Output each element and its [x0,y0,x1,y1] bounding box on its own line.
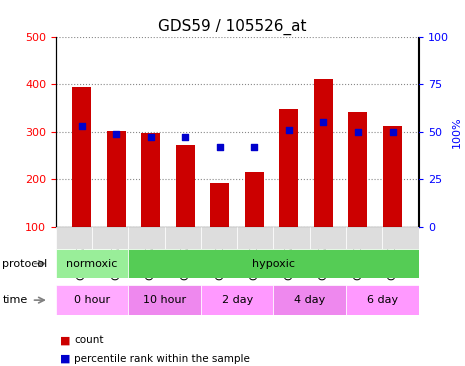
Point [147,135,154,141]
Bar [72,86,91,227]
FancyBboxPatch shape [128,249,418,278]
FancyBboxPatch shape [273,227,310,249]
Point [389,129,396,135]
FancyBboxPatch shape [346,227,382,249]
Point [216,144,224,150]
Point [285,127,292,133]
FancyBboxPatch shape [237,227,273,249]
Text: normoxic: normoxic [66,258,118,269]
Text: 10 hour: 10 hour [143,295,186,305]
Bar [279,109,299,227]
FancyBboxPatch shape [382,227,418,249]
Y-axis label: 100%: 100% [452,116,462,147]
Bar [107,131,126,227]
Point [182,135,189,141]
FancyBboxPatch shape [128,227,165,249]
Text: percentile rank within the sample: percentile rank within the sample [74,354,250,364]
Point [78,123,86,129]
Point [320,119,327,125]
Text: 4 day: 4 day [294,295,326,305]
FancyBboxPatch shape [56,285,128,315]
Point [113,131,120,137]
Text: time: time [2,295,27,305]
FancyBboxPatch shape [201,285,273,315]
FancyBboxPatch shape [273,285,346,315]
Bar [314,79,333,227]
FancyBboxPatch shape [56,227,92,249]
Text: protocol: protocol [2,258,47,269]
Text: GDS59 / 105526_at: GDS59 / 105526_at [158,18,307,34]
Point [354,129,362,135]
FancyBboxPatch shape [92,227,128,249]
Bar [383,126,402,227]
Bar [141,133,160,227]
Bar [348,112,367,227]
Text: 2 day: 2 day [221,295,253,305]
Bar [176,145,195,227]
FancyBboxPatch shape [346,285,418,315]
FancyBboxPatch shape [310,227,346,249]
Text: ■: ■ [60,354,71,364]
Text: 0 hour: 0 hour [74,295,110,305]
Bar [245,172,264,227]
Text: 6 day: 6 day [367,295,398,305]
FancyBboxPatch shape [56,249,128,278]
FancyBboxPatch shape [128,285,201,315]
Text: ■: ■ [60,335,71,346]
Text: count: count [74,335,104,346]
FancyBboxPatch shape [165,227,201,249]
Point [251,144,258,150]
FancyBboxPatch shape [201,227,237,249]
Text: hypoxic: hypoxic [252,258,295,269]
Bar [210,183,229,227]
